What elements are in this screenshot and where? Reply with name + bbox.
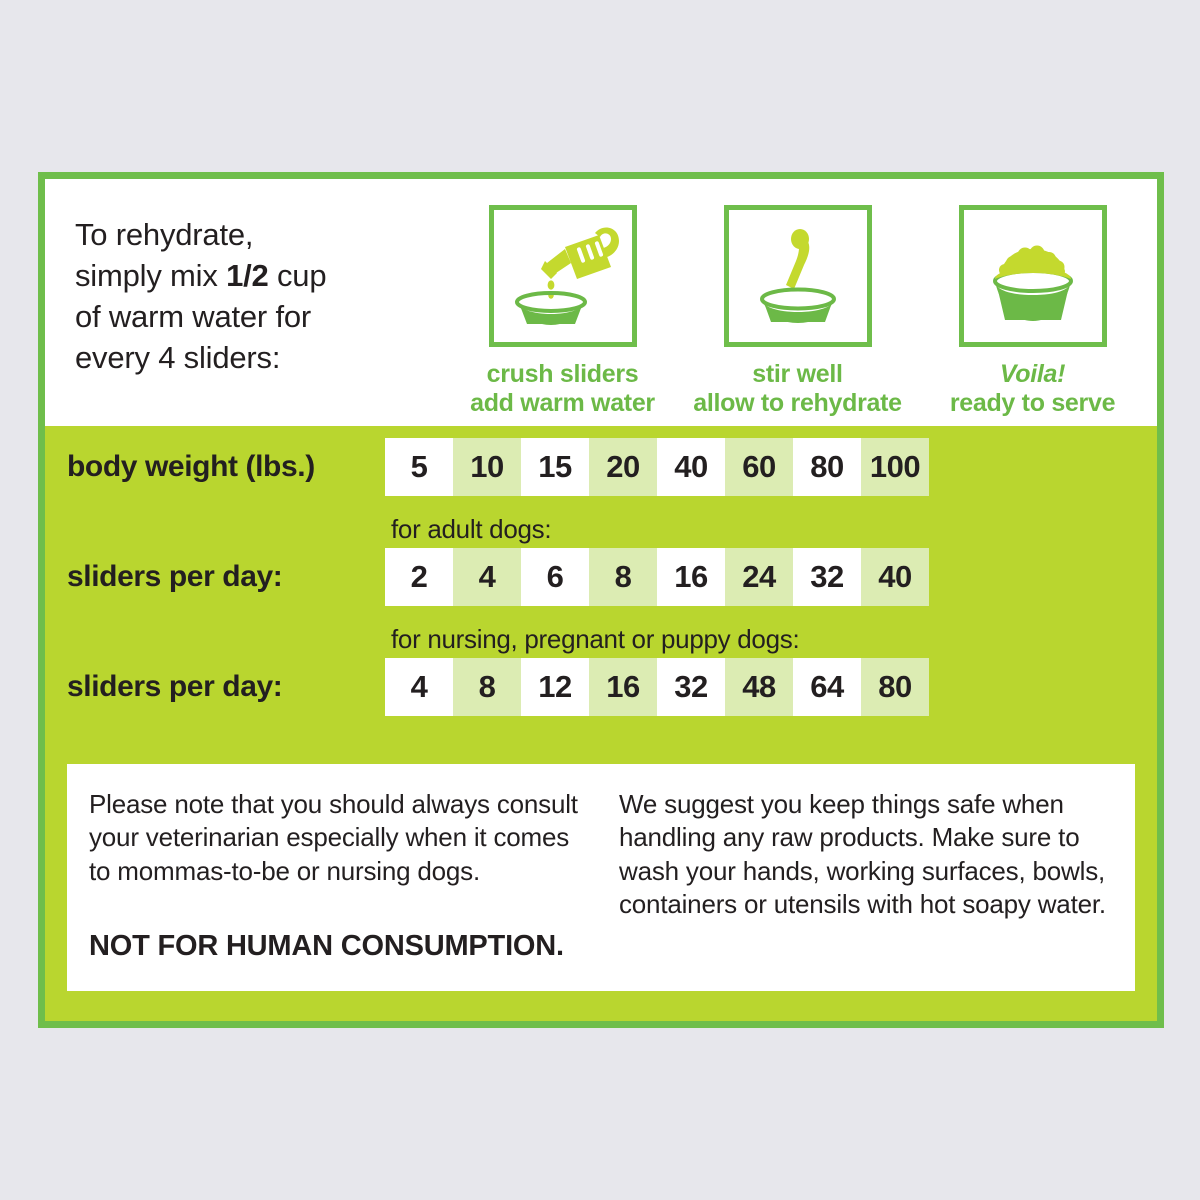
puppy-caption: for nursing, pregnant or puppy dogs: — [391, 624, 800, 654]
rehydrate-instructions-section: To rehydrate, simply mix 1/2 cup of warm… — [45, 179, 1157, 426]
puppy-sliders-label: sliders per day: — [67, 670, 283, 703]
table-cell: 48 — [725, 658, 793, 716]
body-weight-label: body weight (lbs.) — [67, 450, 315, 483]
step-1-caption-line-2: add warm water — [470, 389, 655, 418]
intro-line-3: of warm water for — [75, 298, 312, 334]
feeding-instructions-card: To rehydrate, simply mix 1/2 cup of warm… — [38, 172, 1164, 1028]
body-weight-cells: 5 10 15 20 40 60 80 100 — [385, 438, 929, 496]
step-3-icon-box — [958, 205, 1107, 347]
table-cell: 2 — [385, 548, 453, 606]
intro-line-2: simply mix 1/2 cup — [75, 256, 435, 297]
table-cell: 6 — [521, 548, 589, 606]
table-cell: 16 — [657, 548, 725, 606]
spoon-in-dog-bowl-icon — [759, 229, 836, 323]
table-row-puppy: sliders per day: for nursing, pregnant o… — [45, 614, 1157, 716]
step-3-caption-line-1: Voila! — [999, 360, 1066, 388]
step-2-caption-line-1: stir well — [752, 360, 843, 388]
note-column-right: We suggest you keep things safe when han… — [619, 788, 1113, 965]
step-ready-to-serve: Voila! ready to serve — [915, 205, 1150, 419]
table-cell: 20 — [589, 438, 657, 496]
adult-row-right: for adult dogs: 2 4 6 8 16 24 32 40 — [385, 504, 929, 606]
step-3-caption-line-2: ready to serve — [949, 389, 1116, 418]
step-1-caption: crush sliders add warm water — [470, 360, 655, 419]
preparation-steps: crush sliders add warm water — [435, 201, 1154, 419]
human-consumption-warning: NOT FOR HUMAN CONSUMPTION. — [89, 929, 564, 962]
step-crush-sliders: crush sliders add warm water — [445, 205, 680, 419]
intro-line-4: every 4 sliders: — [75, 339, 281, 375]
step-2-caption-line-2: allow to rehydrate — [693, 389, 902, 418]
intro-line-2-a: simply mix — [75, 257, 227, 293]
table-cell: 8 — [453, 658, 521, 716]
feeding-table: body weight (lbs.) 5 10 15 20 40 60 80 100 slid… — [45, 426, 1157, 747]
intro-line-2-c: cup — [268, 257, 327, 293]
table-cell: 40 — [861, 548, 929, 606]
step-3-caption: Voila! ready to serve — [949, 360, 1116, 419]
adult-cells: 2 4 6 8 16 24 32 40 — [385, 548, 929, 606]
rehydrate-intro-text: To rehydrate, simply mix 1/2 cup of warm… — [67, 201, 435, 379]
table-cell: 80 — [793, 438, 861, 496]
notes-box: Please note that you should always consu… — [67, 764, 1135, 991]
intro-line-1: To rehydrate, — [75, 217, 254, 252]
table-cell: 10 — [453, 438, 521, 496]
table-cell: 15 — [521, 438, 589, 496]
note-column-left: Please note that you should always consu… — [89, 788, 583, 965]
table-cell: 60 — [725, 438, 793, 496]
adult-caption: for adult dogs: — [391, 514, 552, 544]
step-1-caption-line-1: crush sliders — [486, 360, 639, 388]
table-cell: 100 — [861, 438, 929, 496]
table-cell: 32 — [657, 658, 725, 716]
table-cell: 40 — [657, 438, 725, 496]
table-cell: 80 — [861, 658, 929, 716]
step-stir-well: stir well allow to rehydrate — [680, 205, 915, 419]
table-cell: 4 — [385, 658, 453, 716]
table-cell: 12 — [521, 658, 589, 716]
table-cell: 5 — [385, 438, 453, 496]
vet-note-text: Please note that you should always consu… — [89, 789, 578, 886]
full-dog-bowl-icon — [992, 245, 1073, 321]
table-cell: 64 — [793, 658, 861, 716]
step-2-caption: stir well allow to rehydrate — [693, 360, 902, 419]
table-row-adult: sliders per day: for adult dogs: 2 4 6 8 16 2… — [45, 504, 1157, 606]
table-cell: 24 — [725, 548, 793, 606]
watering-can-pouring-into-dog-bowl-icon — [514, 227, 619, 325]
puppy-cells: 4 8 12 16 32 48 64 80 — [385, 658, 929, 716]
step-1-icon-box — [488, 205, 637, 347]
table-cell: 32 — [793, 548, 861, 606]
safety-note-text: We suggest you keep things safe when han… — [619, 789, 1106, 919]
table-cell: 4 — [453, 548, 521, 606]
adult-sliders-label: sliders per day: — [67, 560, 283, 593]
notes-band: Please note that you should always consu… — [45, 746, 1157, 1021]
step-2-icon-box — [723, 205, 872, 347]
intro-fraction: 1/2 — [226, 257, 269, 293]
table-row-body-weight: body weight (lbs.) 5 10 15 20 40 60 80 100 — [45, 438, 1157, 496]
table-cell: 16 — [589, 658, 657, 716]
table-cell: 8 — [589, 548, 657, 606]
